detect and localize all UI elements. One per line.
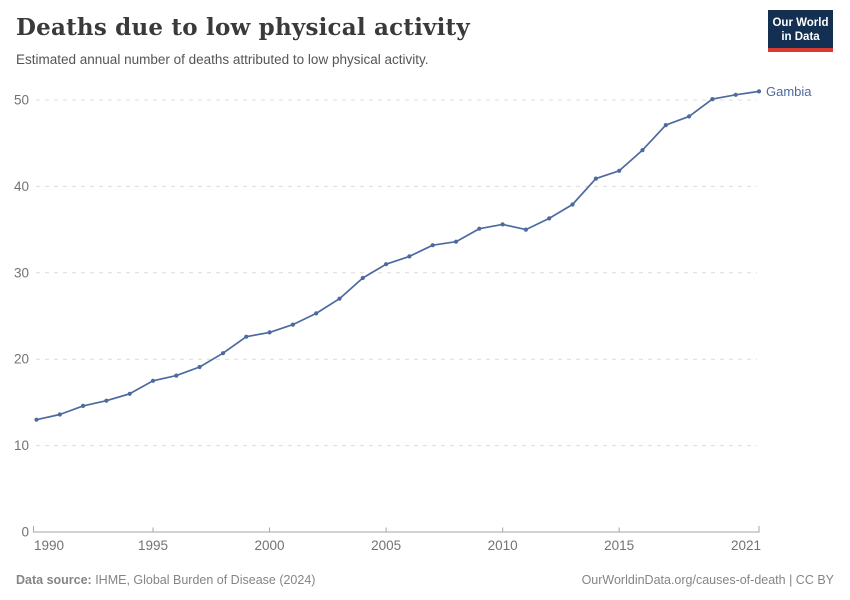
x-axis-label: 1995 xyxy=(138,538,168,553)
data-point[interactable] xyxy=(547,216,552,221)
y-axis-label: 50 xyxy=(14,93,29,108)
data-point[interactable] xyxy=(34,417,39,422)
owid-logo-line2: in Data xyxy=(781,31,820,43)
data-point[interactable] xyxy=(244,334,249,339)
data-point[interactable] xyxy=(337,296,342,301)
data-point[interactable] xyxy=(500,222,505,227)
x-axis-label: 2010 xyxy=(488,538,518,553)
owid-logo: Our World in Data xyxy=(768,10,833,52)
data-point[interactable] xyxy=(756,89,762,94)
x-axis-label: 1990 xyxy=(34,538,64,553)
series-label[interactable]: Gambia xyxy=(766,84,812,99)
data-point[interactable] xyxy=(407,254,412,259)
credit-link[interactable]: OurWorldinData.org/causes-of-death | CC … xyxy=(581,573,834,587)
data-point[interactable] xyxy=(523,227,529,232)
data-point[interactable] xyxy=(430,243,435,248)
data-point[interactable] xyxy=(220,351,226,356)
data-source-label: Data source: xyxy=(16,573,92,587)
data-point[interactable] xyxy=(570,202,575,207)
x-axis-label: 2015 xyxy=(604,538,634,553)
chart-header: Deaths due to low physical activity Esti… xyxy=(16,14,740,67)
data-point[interactable] xyxy=(197,364,202,370)
data-point[interactable] xyxy=(663,123,668,128)
chart-subtitle: Estimated annual number of deaths attrib… xyxy=(16,52,429,67)
data-point[interactable] xyxy=(81,403,86,408)
data-point[interactable] xyxy=(640,148,645,153)
x-axis-label: 2005 xyxy=(371,538,401,553)
y-axis-label: 0 xyxy=(21,525,29,540)
data-source-text: IHME, Global Burden of Disease (2024) xyxy=(91,573,316,587)
data-point[interactable] xyxy=(104,398,109,403)
data-point[interactable] xyxy=(453,239,459,244)
y-axis-label: 20 xyxy=(14,352,29,367)
data-point[interactable] xyxy=(593,176,599,181)
data-point[interactable] xyxy=(384,262,389,267)
y-axis-label: 40 xyxy=(14,179,29,194)
data-point[interactable] xyxy=(733,92,738,97)
x-axis-label: 2000 xyxy=(255,538,285,553)
x-axis-line xyxy=(33,526,760,533)
data-point[interactable] xyxy=(314,311,319,316)
data-point[interactable] xyxy=(57,412,62,417)
data-point[interactable] xyxy=(617,168,622,173)
data-point[interactable] xyxy=(127,391,132,396)
page-title: Deaths due to low physical activity xyxy=(16,14,470,41)
y-axis-label: 10 xyxy=(14,438,29,453)
data-point[interactable] xyxy=(290,322,295,327)
owid-logo-line1: Our World xyxy=(772,17,829,29)
chart-footer: Data source: IHME, Global Burden of Dise… xyxy=(16,573,834,587)
y-axis-label: 30 xyxy=(14,265,29,280)
data-point[interactable] xyxy=(150,378,156,383)
x-axis-label: 2021 xyxy=(731,538,761,553)
data-point[interactable] xyxy=(687,114,692,119)
series-line[interactable] xyxy=(35,90,760,421)
data-source-note: Data source: IHME, Global Burden of Dise… xyxy=(16,573,315,587)
data-point[interactable] xyxy=(174,373,179,378)
data-point[interactable] xyxy=(267,330,272,335)
data-point[interactable] xyxy=(710,97,715,102)
data-point[interactable] xyxy=(477,226,482,231)
data-point[interactable] xyxy=(360,275,365,281)
